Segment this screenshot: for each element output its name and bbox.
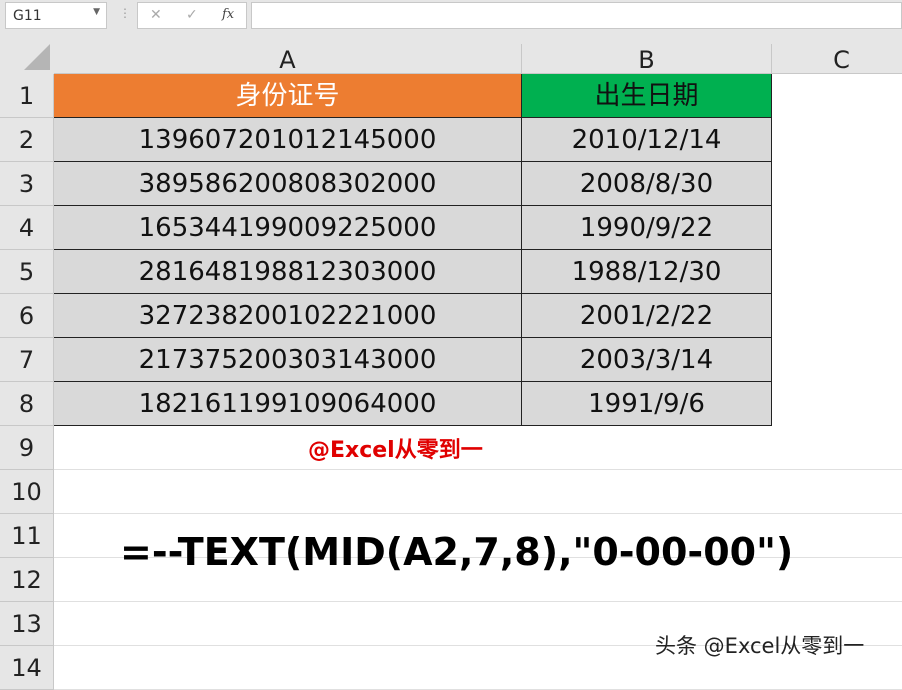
- gridline: [54, 645, 902, 646]
- cell-birth-date[interactable]: 2003/3/14: [522, 338, 772, 382]
- row-header[interactable]: 7: [0, 338, 54, 382]
- cell-birth-date[interactable]: 1988/12/30: [522, 250, 772, 294]
- drag-handle-icon[interactable]: ⋮: [119, 6, 131, 20]
- formula-display-text: =--TEXT(MID(A2,7,8),"0-00-00"): [120, 530, 794, 574]
- cell-birth-date[interactable]: 2001/2/22: [522, 294, 772, 338]
- row-header[interactable]: 2: [0, 118, 54, 162]
- cell-birth-date[interactable]: 2010/12/14: [522, 118, 772, 162]
- row-header[interactable]: 9: [0, 426, 54, 470]
- header-cell-birth-date[interactable]: 出生日期: [522, 74, 772, 118]
- gridline: [54, 557, 902, 558]
- footer-watermark: 头条 @Excel从零到一: [655, 634, 865, 658]
- formula-bar: G11 ▼ ⋮ ✕ ✓ fx: [0, 0, 902, 44]
- row-header[interactable]: 4: [0, 206, 54, 250]
- insert-function-icon[interactable]: fx: [222, 7, 235, 22]
- row-header[interactable]: 12: [0, 558, 54, 602]
- watermark-text: @Excel从零到一: [308, 438, 483, 463]
- column-header-c[interactable]: C: [772, 44, 902, 74]
- row-header[interactable]: 8: [0, 382, 54, 426]
- gridline: [54, 513, 902, 514]
- formula-buttons: ✕ ✓ fx: [137, 2, 247, 29]
- row-header[interactable]: 11: [0, 514, 54, 558]
- cell-birth-date[interactable]: 1990/9/22: [522, 206, 772, 250]
- column-header-a[interactable]: A: [54, 44, 522, 74]
- gridline: [54, 469, 902, 470]
- name-box[interactable]: G11 ▼: [5, 2, 107, 29]
- gridline: [54, 601, 902, 602]
- cell-id-number[interactable]: 389586200808302000: [54, 162, 522, 206]
- chevron-down-icon[interactable]: ▼: [93, 7, 100, 17]
- cell-id-number[interactable]: 281648198812303000: [54, 250, 522, 294]
- row-header[interactable]: 10: [0, 470, 54, 514]
- cell-id-number[interactable]: 217375200303143000: [54, 338, 522, 382]
- cell-id-number[interactable]: 139607201012145000: [54, 118, 522, 162]
- row-header[interactable]: 3: [0, 162, 54, 206]
- cell-birth-date[interactable]: 2008/8/30: [522, 162, 772, 206]
- select-all-button[interactable]: [0, 44, 54, 74]
- row-header[interactable]: 14: [0, 646, 54, 690]
- formula-input[interactable]: [251, 2, 902, 29]
- cell-id-number[interactable]: 327238200102221000: [54, 294, 522, 338]
- cell-id-number[interactable]: 165344199009225000: [54, 206, 522, 250]
- row-header[interactable]: 1: [0, 74, 54, 118]
- cancel-icon[interactable]: ✕: [150, 7, 162, 23]
- row-header[interactable]: 5: [0, 250, 54, 294]
- column-header-b[interactable]: B: [522, 44, 772, 74]
- name-box-value: G11: [13, 8, 42, 24]
- row-header[interactable]: 6: [0, 294, 54, 338]
- enter-icon[interactable]: ✓: [186, 7, 198, 23]
- cell-birth-date[interactable]: 1991/9/6: [522, 382, 772, 426]
- header-cell-id-number[interactable]: 身份证号: [54, 74, 522, 118]
- row-header[interactable]: 13: [0, 602, 54, 646]
- cell-id-number[interactable]: 182161199109064000: [54, 382, 522, 426]
